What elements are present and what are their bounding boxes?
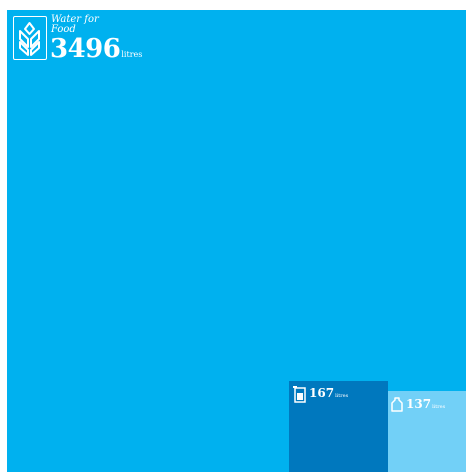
drinking-amount-value: 137	[406, 397, 432, 411]
drinking-water-block: 137litres	[388, 391, 466, 472]
glass-icon	[293, 386, 307, 403]
domestic-amount-value: 167	[309, 386, 335, 400]
food-caption: Water for Food	[51, 15, 99, 35]
food-caption-line2: Food	[51, 24, 76, 35]
domestic-amount-unit: litres	[335, 393, 349, 399]
food-amount: 3496litres	[50, 35, 142, 69]
wheat-icon	[13, 16, 47, 60]
food-amount-value: 3496	[50, 34, 121, 64]
water-for-food-block: Water for Food 3496litres	[7, 10, 466, 472]
bottle-icon	[391, 397, 403, 412]
domestic-water-block: 167litres	[289, 381, 388, 472]
domestic-amount: 167litres	[309, 386, 348, 403]
food-caption-line1: Water for	[51, 14, 99, 25]
food-amount-unit: litres	[121, 50, 143, 59]
drinking-amount: 137litres	[406, 397, 445, 414]
drinking-amount-unit: litres	[432, 404, 446, 410]
